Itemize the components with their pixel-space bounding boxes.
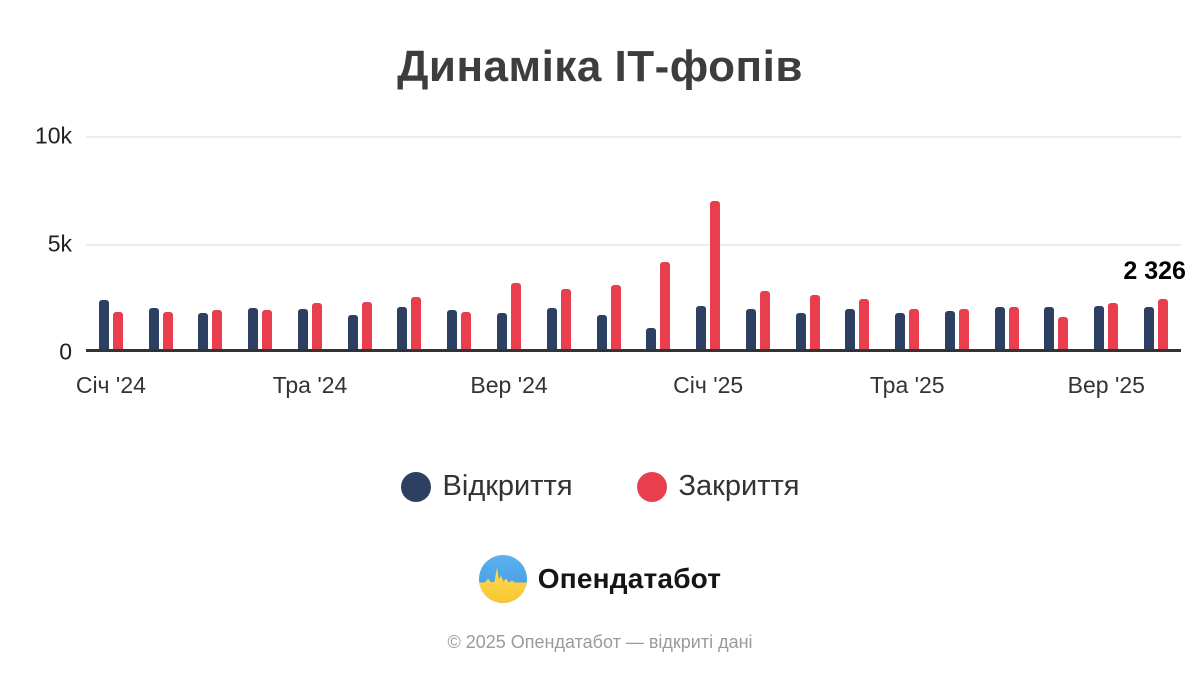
bar-closings	[162, 312, 173, 349]
x-axis-tick-label: Тра '25	[869, 372, 945, 398]
logo-text: Опендатабот	[537, 563, 722, 594]
legend-item-openings: Відкриття	[400, 470, 573, 503]
bar-openings	[497, 313, 507, 349]
bar-closings	[411, 297, 422, 349]
chart-title: Динаміка ІТ-фопів	[397, 42, 803, 91]
y-axis-tick-10k: 10k	[34, 122, 72, 149]
gridline-5k	[86, 244, 1181, 246]
bar-openings	[944, 311, 955, 349]
bar-group	[198, 136, 223, 349]
x-axis-tick-label: Січ '25	[673, 372, 744, 398]
bar-group	[1094, 136, 1119, 349]
bar-group	[297, 136, 322, 349]
bar-closings	[311, 303, 322, 349]
chart: 10k 5k 0 2 326 Січ '24 Тра '24 Вер '24 Січ …	[0, 123, 1200, 406]
bar-openings	[98, 300, 109, 349]
bar-closings	[511, 283, 521, 349]
bar-openings	[297, 309, 308, 349]
bar-openings	[347, 315, 358, 349]
bar-group	[795, 136, 820, 349]
bar-closings	[1157, 299, 1168, 349]
bar-closings	[560, 289, 571, 349]
plot-area: 2 326	[86, 136, 1186, 352]
infographic-page: Динаміка ІТ-фопів 10k 5k 0 2 326 Січ '24…	[0, 42, 1200, 700]
bar-closings	[759, 291, 770, 349]
bar-group: 2 326	[1123, 136, 1186, 349]
bar-openings	[745, 309, 756, 349]
bar-openings	[1044, 307, 1055, 349]
bar-group	[745, 136, 770, 349]
bar-closings	[710, 201, 721, 349]
legend-item-closings: Закриття	[636, 470, 800, 503]
y-axis: 10k 5k 0	[0, 123, 86, 365]
bar-closings	[909, 309, 920, 349]
bar-openings	[596, 315, 607, 349]
bar-openings	[447, 310, 458, 349]
chart-legend: Відкриття Закриття	[0, 470, 1200, 503]
bar-closings	[212, 310, 223, 349]
bar-openings	[994, 307, 1005, 349]
bar-closings	[361, 302, 372, 349]
bar-group	[347, 136, 372, 349]
bar-group	[397, 136, 422, 349]
bar-closings	[461, 312, 472, 349]
bar-closings	[112, 312, 123, 349]
bar-group	[696, 136, 721, 349]
bar-group	[1044, 136, 1069, 349]
x-axis-tick-label: Січ '24	[75, 372, 146, 398]
bar-group	[994, 136, 1019, 349]
bar-openings	[845, 309, 856, 349]
x-axis-tick-label: Вер '24	[470, 372, 548, 398]
opendatabot-pulse-circle-icon	[478, 555, 527, 603]
bar-openings	[646, 328, 657, 349]
bar-group	[646, 136, 671, 349]
x-axis-tick-label: Тра '24	[272, 372, 348, 398]
y-axis-tick-0: 0	[59, 338, 72, 365]
bar-group	[546, 136, 571, 349]
bar-group	[497, 136, 521, 349]
closings-color-dot-icon	[636, 471, 667, 502]
bar-openings	[148, 308, 159, 349]
bar-openings	[248, 308, 259, 349]
legend-label-closings: Закриття	[678, 470, 800, 502]
bar-closings	[1058, 317, 1069, 349]
bar-group	[845, 136, 870, 349]
bar-group	[98, 136, 123, 349]
bar-group	[596, 136, 621, 349]
x-axis-tick-label: Вер '25	[1067, 372, 1145, 398]
legend-label-openings: Відкриття	[442, 470, 573, 502]
bar-closings	[1008, 307, 1019, 349]
bar-closings	[1108, 303, 1119, 349]
plot-wrap: 2 326 Січ '24 Тра '24 Вер '24 Січ '25 Тра '2…	[76, 136, 1186, 406]
y-axis-tick-5k: 5k	[47, 230, 72, 257]
last-value-annotation: 2 326	[1123, 256, 1186, 285]
bar-closings	[262, 310, 273, 349]
bar-openings	[397, 307, 408, 349]
openings-color-dot-icon	[400, 471, 431, 502]
copyright-footer: © 2025 Опендатабот — відкриті дані	[447, 632, 753, 652]
opendatabot-logo: Опендатабот	[0, 555, 1200, 603]
bar-group	[447, 136, 472, 349]
bar-closings	[958, 309, 969, 349]
bar-closings	[809, 295, 820, 349]
bar-openings	[198, 313, 209, 349]
bar-openings	[546, 308, 557, 349]
bar-closings	[660, 262, 671, 349]
bar-group	[944, 136, 969, 349]
bar-closings	[610, 285, 621, 349]
x-axis-labels: Січ '24 Тра '24 Вер '24 Січ '25 Тра '25 Вер '…	[76, 372, 1181, 406]
bar-openings	[1143, 307, 1154, 349]
bar-group	[895, 136, 920, 349]
bar-openings	[696, 306, 707, 349]
bar-openings	[895, 313, 906, 349]
bar-group	[148, 136, 173, 349]
bar-group	[248, 136, 273, 349]
bar-openings	[1094, 306, 1105, 349]
bar-closings	[859, 299, 870, 349]
gridline-10k	[86, 136, 1181, 138]
bar-openings	[795, 313, 806, 349]
